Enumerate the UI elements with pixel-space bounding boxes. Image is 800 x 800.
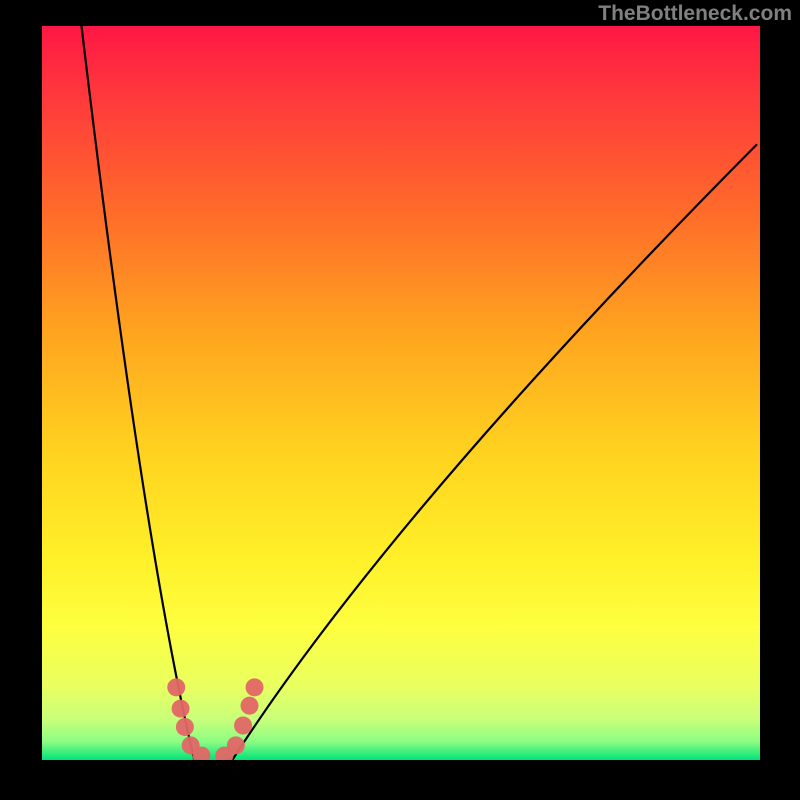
marker-dot (176, 718, 194, 736)
marker-dot (246, 678, 264, 696)
marker-dot (227, 736, 245, 754)
plot-area (42, 26, 760, 760)
marker-dot (241, 697, 259, 715)
gradient-background (42, 26, 760, 760)
marker-dot (234, 717, 252, 735)
marker-dot (172, 700, 190, 718)
watermark-text: TheBottleneck.com (598, 2, 792, 26)
chart-container: TheBottleneck.com (0, 0, 800, 800)
marker-dot (167, 678, 185, 696)
